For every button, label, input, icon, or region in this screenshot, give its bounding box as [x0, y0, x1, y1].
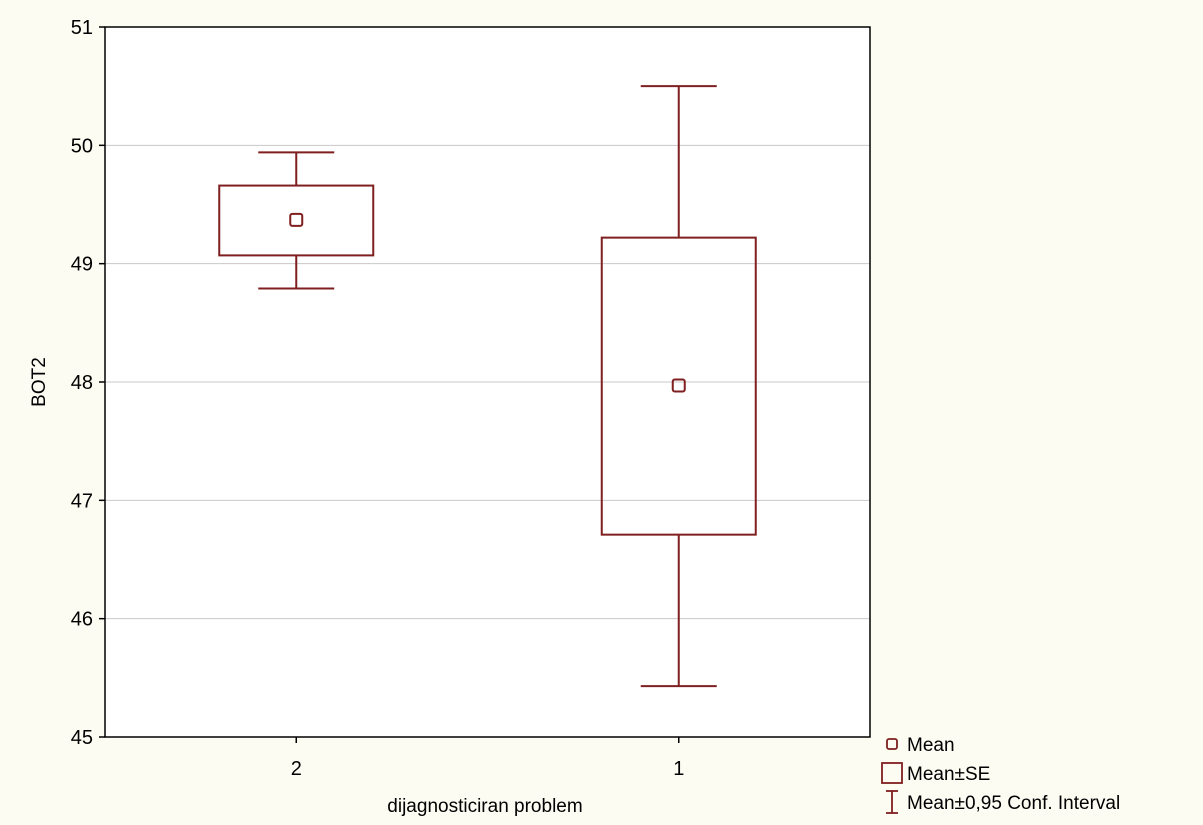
- legend: Mean Mean±SE Mean±0,95 Conf. Interval: [881, 735, 1120, 814]
- legend-label: Mean±0,95 Conf. Interval: [907, 793, 1120, 814]
- y-tick-label: 50: [71, 135, 93, 157]
- legend-label: Mean: [907, 735, 955, 756]
- y-axis-title: BOT2: [29, 357, 50, 407]
- mean-marker: [289, 212, 304, 227]
- y-axis-ticks: 45 46 47 48 49 50 51: [71, 17, 105, 749]
- x-tick-label: 2: [291, 758, 302, 780]
- legend-mean-icon: [886, 738, 898, 750]
- legend-se-icon: [881, 762, 903, 784]
- se-box: [218, 184, 375, 257]
- se-box: [600, 236, 757, 536]
- y-tick-label: 47: [71, 490, 93, 512]
- y-tick-label: 51: [71, 17, 93, 39]
- y-tick-label: 48: [71, 372, 93, 394]
- y-tick-label: 46: [71, 609, 93, 631]
- y-tick-label: 45: [71, 727, 93, 749]
- x-axis-title: dijagnosticiran problem: [387, 796, 582, 817]
- x-tick-label: 1: [673, 758, 684, 780]
- mean-marker: [671, 378, 686, 393]
- gridlines: [105, 144, 870, 620]
- legend-label: Mean±SE: [907, 764, 990, 785]
- y-tick-label: 49: [71, 254, 93, 276]
- data-marks: [218, 85, 757, 688]
